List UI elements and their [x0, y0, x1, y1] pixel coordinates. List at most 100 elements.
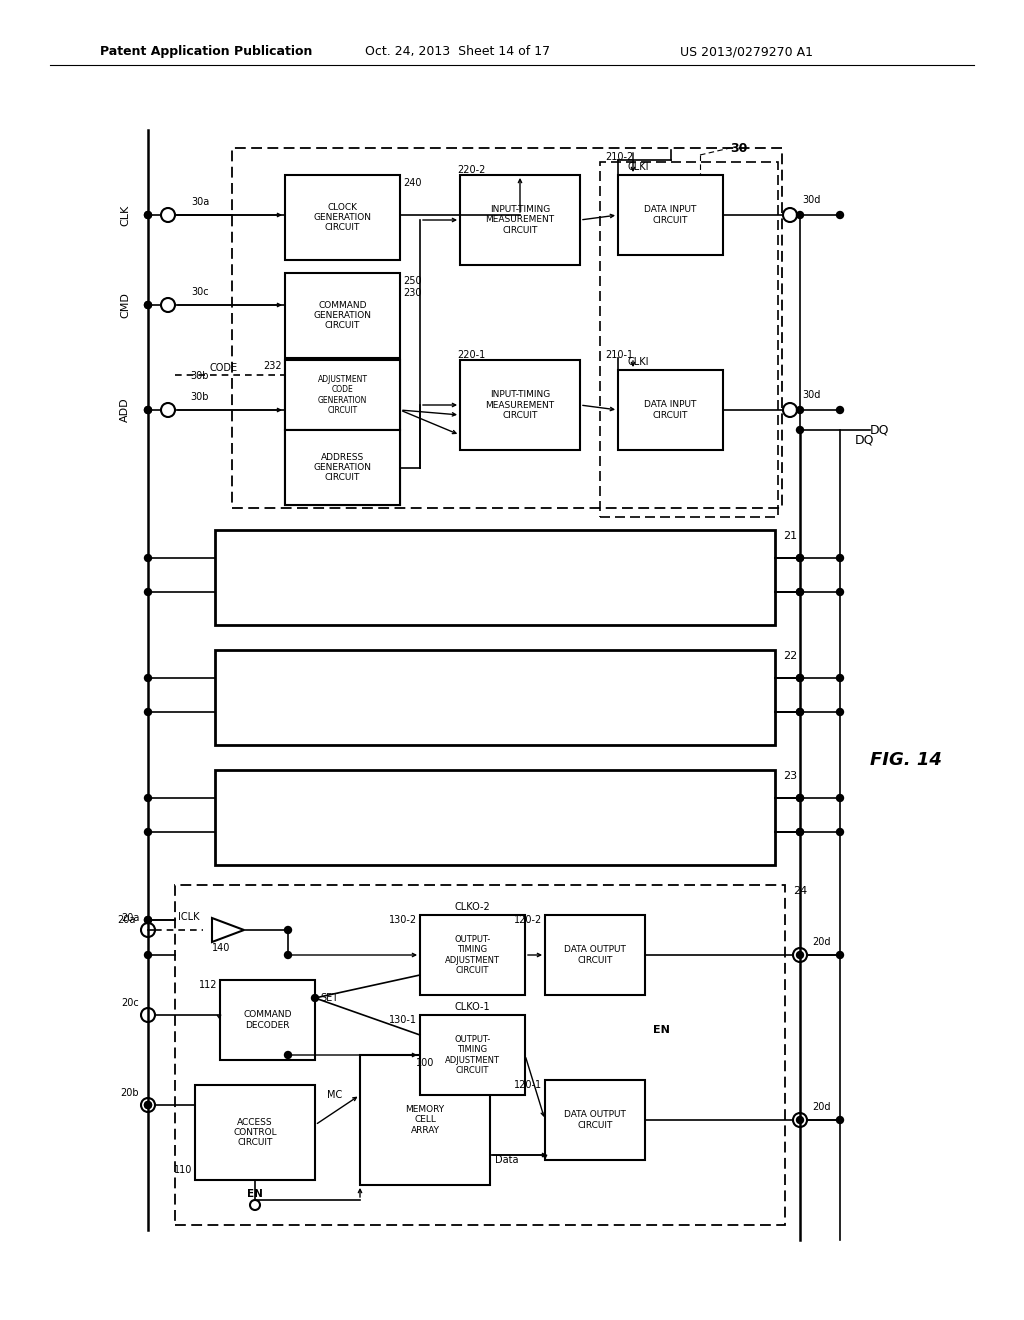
Text: INPUT-TIMING
MEASUREMENT
CIRCUIT: INPUT-TIMING MEASUREMENT CIRCUIT: [485, 391, 555, 420]
Circle shape: [144, 709, 152, 715]
Text: 220-1: 220-1: [457, 350, 485, 360]
Text: CLK: CLK: [120, 205, 130, 226]
Circle shape: [144, 554, 152, 561]
Bar: [215, 531, 775, 624]
Text: Data: Data: [495, 1155, 518, 1166]
Circle shape: [797, 952, 804, 958]
Text: Patent Application Publication: Patent Application Publication: [100, 45, 312, 58]
Circle shape: [797, 589, 804, 595]
Bar: [285, 360, 400, 430]
Text: OUTPUT-
TIMING
ADJUSTMENT
CIRCUIT: OUTPUT- TIMING ADJUSTMENT CIRCUIT: [445, 1035, 500, 1074]
Text: 232: 232: [263, 360, 282, 371]
Circle shape: [144, 952, 152, 958]
Polygon shape: [212, 917, 244, 942]
Circle shape: [144, 675, 152, 681]
Text: 20c: 20c: [121, 998, 139, 1008]
Circle shape: [797, 1117, 804, 1123]
Text: CLKO-2: CLKO-2: [455, 902, 490, 912]
Circle shape: [837, 407, 844, 413]
Bar: [618, 370, 723, 450]
Circle shape: [285, 952, 292, 958]
Text: ADJUSTMENT
CODE
GENERATION
CIRCUIT: ADJUSTMENT CODE GENERATION CIRCUIT: [317, 375, 368, 414]
Circle shape: [311, 994, 318, 1002]
Text: 20d: 20d: [812, 937, 830, 946]
Circle shape: [797, 211, 804, 219]
Text: 112: 112: [199, 979, 217, 990]
Bar: [460, 176, 580, 265]
Circle shape: [144, 916, 152, 924]
Text: 30c: 30c: [191, 286, 209, 297]
Bar: [195, 1085, 315, 1180]
Text: 20d: 20d: [812, 1102, 830, 1111]
Text: SET: SET: [319, 993, 338, 1003]
Bar: [285, 430, 400, 506]
Circle shape: [144, 211, 152, 219]
Circle shape: [144, 211, 152, 219]
Circle shape: [797, 795, 804, 801]
Circle shape: [144, 407, 152, 413]
Circle shape: [285, 1052, 292, 1059]
Text: DQ: DQ: [855, 433, 874, 446]
Text: 30: 30: [730, 141, 748, 154]
Circle shape: [837, 1117, 844, 1123]
Text: 22: 22: [783, 651, 798, 661]
Text: 24: 24: [793, 886, 807, 896]
Text: 30b: 30b: [190, 371, 209, 381]
Text: 240: 240: [403, 178, 422, 187]
Text: 250: 250: [403, 276, 422, 286]
Circle shape: [144, 829, 152, 836]
Circle shape: [797, 589, 804, 595]
Text: DATA INPUT
CIRCUIT: DATA INPUT CIRCUIT: [644, 400, 696, 420]
Circle shape: [144, 407, 152, 413]
Circle shape: [144, 301, 152, 309]
Circle shape: [144, 589, 152, 595]
Text: 120-1: 120-1: [514, 1080, 542, 1090]
Text: 210-1: 210-1: [605, 350, 633, 359]
Text: 120-2: 120-2: [514, 915, 542, 925]
Text: 130-2: 130-2: [389, 915, 417, 925]
Circle shape: [837, 675, 844, 681]
Circle shape: [797, 675, 804, 681]
Text: Oct. 24, 2013  Sheet 14 of 17: Oct. 24, 2013 Sheet 14 of 17: [365, 45, 550, 58]
Text: DATA OUTPUT
CIRCUIT: DATA OUTPUT CIRCUIT: [564, 945, 626, 965]
Text: 30d: 30d: [802, 195, 820, 205]
Text: CLOCK
GENERATION
CIRCUIT: CLOCK GENERATION CIRCUIT: [313, 202, 372, 232]
Text: CLKI: CLKI: [628, 356, 649, 367]
Text: MC: MC: [328, 1090, 343, 1100]
Bar: [460, 360, 580, 450]
Text: 20b: 20b: [121, 1088, 139, 1098]
Text: FIG. 14: FIG. 14: [870, 751, 942, 770]
Text: 130-1: 130-1: [389, 1015, 417, 1026]
Text: MEMORY
CELL
ARRAY: MEMORY CELL ARRAY: [406, 1105, 444, 1135]
Circle shape: [797, 709, 804, 715]
Circle shape: [285, 927, 292, 933]
Text: 21: 21: [783, 531, 797, 541]
Text: 110: 110: [174, 1166, 193, 1175]
Circle shape: [837, 795, 844, 801]
Text: ACCESS
CONTROL
CIRCUIT: ACCESS CONTROL CIRCUIT: [233, 1118, 276, 1147]
Text: OUTPUT-
TIMING
ADJUSTMENT
CIRCUIT: OUTPUT- TIMING ADJUSTMENT CIRCUIT: [445, 935, 500, 975]
Circle shape: [837, 554, 844, 561]
Text: 20a: 20a: [117, 915, 135, 925]
Circle shape: [144, 1101, 152, 1109]
Bar: [285, 273, 400, 358]
Text: DQ: DQ: [870, 424, 890, 437]
Text: CODE: CODE: [210, 363, 239, 374]
Circle shape: [797, 554, 804, 561]
Circle shape: [797, 829, 804, 836]
Text: 220-2: 220-2: [457, 165, 485, 176]
Text: 30d: 30d: [802, 389, 820, 400]
Bar: [175, 884, 785, 1225]
Text: 230: 230: [403, 288, 422, 298]
Text: DATA OUTPUT
CIRCUIT: DATA OUTPUT CIRCUIT: [564, 1110, 626, 1130]
Text: ADD: ADD: [120, 397, 130, 422]
Bar: [285, 360, 400, 506]
Circle shape: [837, 589, 844, 595]
Circle shape: [144, 916, 152, 924]
Circle shape: [797, 554, 804, 561]
Circle shape: [837, 952, 844, 958]
Text: CLKO-1: CLKO-1: [455, 1002, 490, 1012]
Circle shape: [144, 301, 152, 309]
Text: CLKI: CLKI: [628, 162, 649, 172]
Bar: [215, 649, 775, 744]
